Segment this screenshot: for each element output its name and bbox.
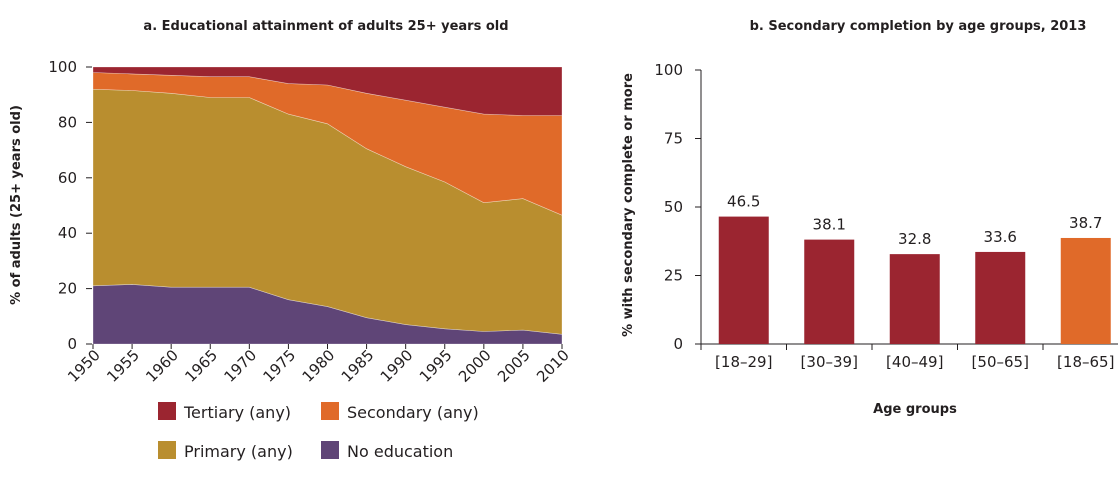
bar (1060, 237, 1111, 344)
panel-a-x-ticks: 1950 1955 1960 1965 1970 1975 1980 1985 1990 1995… (64, 344, 573, 386)
y-tick-label: 40 (58, 224, 77, 242)
x-tick-label: [40–49] (886, 353, 943, 371)
y-tick-label: 60 (58, 169, 77, 187)
legend-label-tertiary-any: Tertiary (any) (183, 403, 291, 422)
bar (718, 216, 769, 344)
area-tertiary-any (92, 66, 563, 116)
x-tick-label: 1955 (103, 346, 143, 386)
y-tick-label: 100 (48, 58, 77, 76)
bar (889, 254, 940, 344)
panel-b-title: b. Secondary completion by age groups, 2… (750, 19, 1087, 34)
y-tick-label: 100 (654, 61, 683, 79)
panel-a-y-ticks: 0 20 40 60 80 100 (48, 58, 92, 353)
bar-value-label: 33.6 (984, 228, 1017, 246)
panel-a-title: a. Educational attainment of adults 25+ … (143, 19, 508, 34)
legend-swatch-tertiary-any (158, 402, 176, 420)
x-tick-label: 1995 (416, 346, 456, 386)
legend-swatch-primary-any (158, 441, 176, 459)
panel-a-legend: Tertiary (any) Secondary (any) Primary (an… (158, 402, 479, 461)
panel-b-bars: 46.5 [18–29] 38.1 [30–39] 32.8 [40–49] 33.6 [50… (715, 193, 1114, 371)
legend-swatch-secondary-any (321, 402, 339, 420)
x-tick-label: 1960 (142, 346, 182, 386)
y-tick-label: 50 (664, 198, 683, 216)
panel-b-x-axis-label: Age groups (873, 402, 957, 417)
x-tick-label: 1980 (299, 346, 339, 386)
x-tick-label: [18–65] (1057, 353, 1114, 371)
bar-value-label: 38.7 (1069, 214, 1102, 232)
x-tick-label: 1970 (220, 346, 260, 386)
legend-label-no-education: No education (347, 442, 453, 461)
y-tick-label: 0 (673, 335, 683, 353)
legend-label-secondary-any: Secondary (any) (347, 403, 479, 422)
panel-b-y-axis-label: % with secondary complete or more (621, 73, 636, 337)
x-tick-label: 1985 (338, 346, 378, 386)
y-tick-label: 25 (664, 267, 683, 285)
bar (975, 251, 1026, 344)
bar-value-label: 46.5 (727, 193, 760, 211)
panel-a-areas (92, 66, 563, 345)
bar-value-label: 38.1 (813, 216, 846, 234)
x-tick-label: 2005 (494, 346, 534, 386)
y-tick-label: 80 (58, 113, 77, 131)
x-tick-label: 1975 (260, 346, 300, 386)
x-tick-label: 2000 (455, 346, 495, 386)
x-tick-label: 1965 (181, 346, 221, 386)
y-tick-label: 20 (58, 280, 77, 298)
bar-value-label: 32.8 (898, 230, 931, 248)
bar (804, 239, 855, 344)
panel-b-axes: 0 25 50 75 100 (654, 61, 1118, 353)
panel-a: a. Educational attainment of adults 25+ … (9, 19, 573, 461)
x-tick-label: [50–65] (972, 353, 1029, 371)
y-tick-label: 0 (67, 335, 77, 353)
legend-label-primary-any: Primary (any) (184, 442, 293, 461)
panel-a-y-axis-label: % of adults (25+ years old) (9, 105, 24, 305)
x-tick-label: [30–39] (801, 353, 858, 371)
legend-swatch-no-education (321, 441, 339, 459)
panel-b: b. Secondary completion by age groups, 2… (621, 19, 1118, 417)
x-tick-label: 1990 (377, 346, 417, 386)
y-tick-label: 75 (664, 130, 683, 148)
x-tick-label: [18–29] (715, 353, 772, 371)
x-tick-label: 2010 (533, 346, 573, 386)
